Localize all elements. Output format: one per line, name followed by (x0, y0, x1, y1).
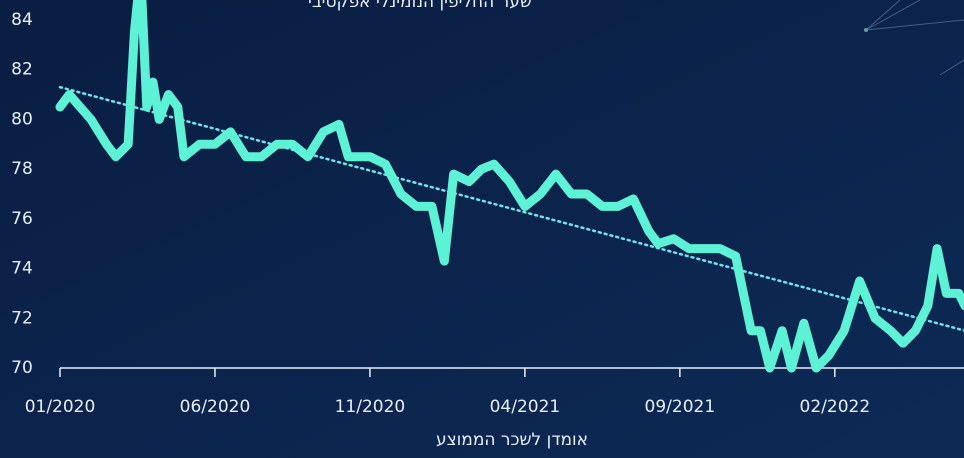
x-axis-title: אומדן לשכר הממוצע (436, 430, 588, 450)
y-tick-label: 80 (11, 109, 33, 129)
y-tick-label: 72 (11, 308, 33, 328)
y-tick-label: 74 (11, 259, 33, 279)
y-tick-label: 82 (11, 60, 33, 80)
data-line (55, 0, 964, 373)
x-tick-label: 04/2021 (490, 397, 561, 417)
x-tick-label: 06/2020 (180, 397, 251, 417)
y-tick-label: 84 (11, 10, 33, 30)
x-tick-label: 01/2020 (25, 397, 96, 417)
y-tick-label: 78 (11, 159, 33, 179)
y-tick-label: 70 (11, 358, 33, 378)
x-tick-label: 02/2022 (800, 397, 871, 417)
x-tick-label: 11/2020 (335, 397, 406, 417)
y-tick-label: 76 (11, 209, 33, 229)
decoration (864, 0, 964, 76)
trend-line (58, 85, 964, 332)
chart-title: שער החליפין הנומינלי אפקטיבי (308, 0, 532, 12)
x-tick-label: 09/2021 (645, 397, 716, 417)
